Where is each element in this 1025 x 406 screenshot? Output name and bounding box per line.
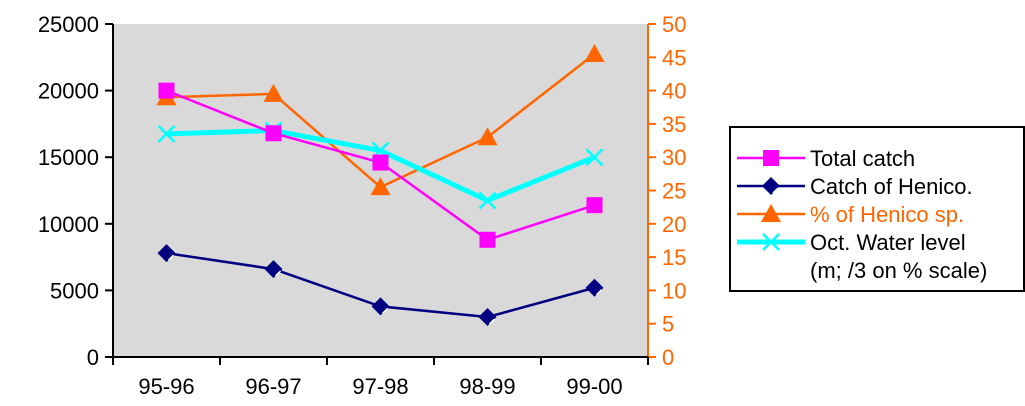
data-point (157, 125, 176, 143)
data-point (370, 177, 391, 196)
data-point (478, 191, 497, 210)
right-axis-tick-label: 5 (662, 312, 674, 337)
data-point (586, 197, 603, 214)
legend-label: Total catch (810, 146, 915, 171)
legend-marker (763, 150, 779, 166)
data-point (479, 231, 496, 248)
right-axis-tick-label: 30 (662, 145, 686, 170)
legend-marker-highlight (772, 187, 779, 194)
series-layer (156, 43, 605, 327)
legend-label: Catch of Henico. (810, 174, 973, 199)
series-1 (158, 82, 603, 248)
legend-label: % of Henico sp. (810, 202, 964, 227)
x-axis-tick-label: 97-98 (352, 374, 408, 399)
right-axis-tick-label: 0 (662, 345, 674, 370)
data-point (265, 125, 282, 142)
left-axis-tick-label: 25000 (38, 12, 99, 37)
legend-label: Oct. Water level (810, 230, 966, 255)
data-point-highlight (167, 254, 175, 261)
left-axis-tick-label: 20000 (38, 79, 99, 104)
left-axis-tick-label: 0 (87, 345, 99, 370)
right-axis-tick-label: 50 (662, 12, 686, 37)
right-axis-tick-label: 20 (662, 212, 686, 237)
data-point (477, 127, 498, 146)
left-axis-tick-label: 15000 (38, 145, 99, 170)
series-2 (157, 244, 604, 327)
right-axis-tick-label: 35 (662, 112, 686, 137)
data-point (372, 154, 389, 171)
x-axis-tick-label: 99-00 (566, 374, 622, 399)
x-axis-tick-label: 96-97 (245, 374, 301, 399)
right-axis-tick-label: 45 (662, 45, 686, 70)
data-point-highlight (595, 289, 603, 296)
x-axis-tick-label: 95-96 (138, 374, 194, 399)
data-point (158, 82, 175, 99)
data-point (585, 148, 604, 167)
left-axis-tick-label: 5000 (50, 278, 99, 303)
data-point-highlight (274, 270, 282, 277)
legend-marker (761, 204, 781, 222)
data-point-highlight (488, 318, 496, 325)
legend-label-line2: (m; /3 on % scale) (810, 258, 987, 283)
axes: 0 5000 10000 15000 20000 25000 0 5 10 15 20 25 30 35 4… (38, 12, 687, 399)
legend-marker (762, 233, 780, 251)
data-point (584, 43, 605, 62)
legend: Total catch Catch of Henico. % of Henico s… (729, 126, 1025, 292)
right-axis-tick-label: 15 (662, 245, 686, 270)
data-point (263, 83, 284, 102)
right-axis-tick-label: 10 (662, 278, 686, 303)
right-axis-tick-label: 25 (662, 179, 686, 204)
data-point-highlight (381, 307, 389, 314)
right-axis-tick-label: 40 (662, 79, 686, 104)
x-axis-tick-label: 98-99 (459, 374, 515, 399)
left-axis-tick-label: 10000 (38, 212, 99, 237)
